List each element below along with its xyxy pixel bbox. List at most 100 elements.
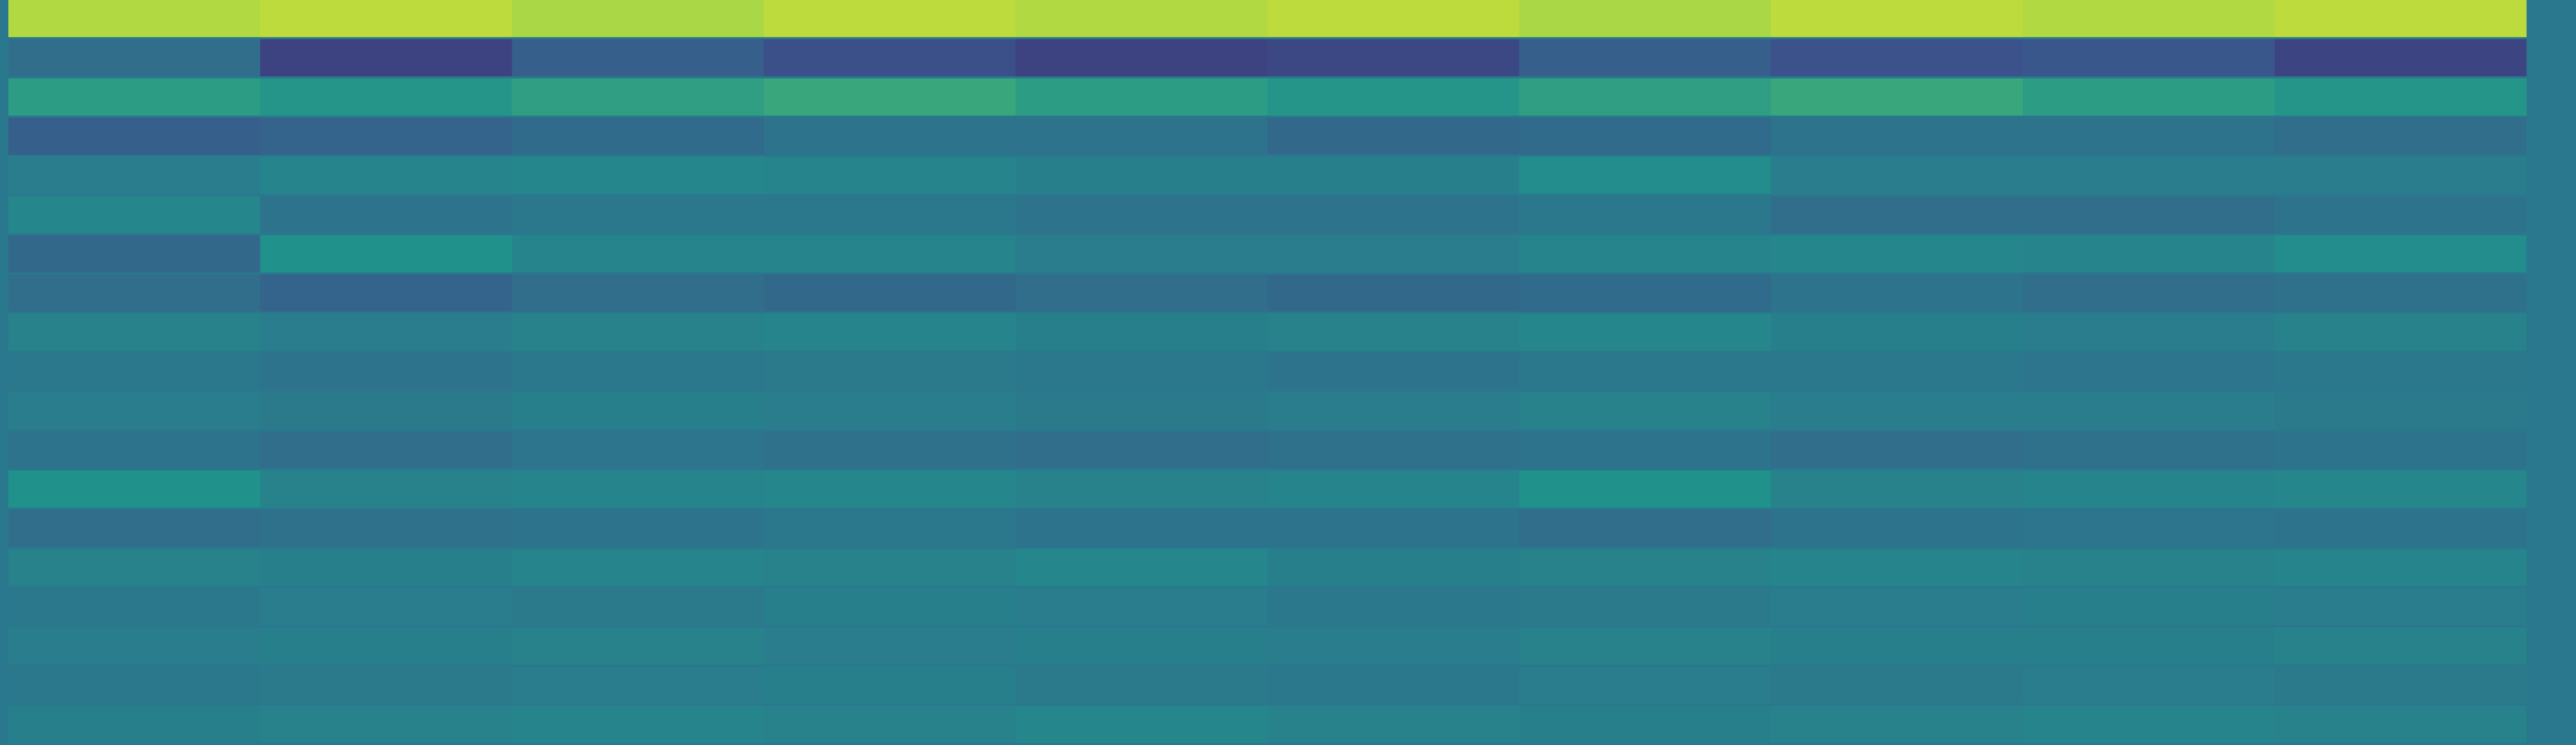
heatmap-cell xyxy=(1267,0,1519,37)
heatmap-cell xyxy=(512,353,764,390)
heatmap-cell xyxy=(2274,157,2527,194)
heatmap-cell xyxy=(2274,235,2527,272)
heatmap-cell xyxy=(8,549,260,586)
heatmap-cell xyxy=(764,196,1016,233)
heatmap-cell xyxy=(1015,471,1268,508)
heatmap-cell xyxy=(512,118,764,155)
heatmap-cell xyxy=(1519,471,1772,508)
heatmap-cell xyxy=(1015,510,1268,547)
heatmap-cell xyxy=(1015,39,1268,76)
heatmap-cell xyxy=(512,627,764,664)
heatmap-cell xyxy=(260,39,513,76)
heatmap-cell xyxy=(2274,39,2527,76)
heatmap-cell xyxy=(260,588,513,625)
heatmap-cell xyxy=(260,353,513,390)
heatmap-cell xyxy=(1519,510,1772,547)
heatmap-cell xyxy=(512,706,764,743)
heatmap-cell xyxy=(2023,471,2275,508)
heatmap-cell xyxy=(8,118,260,155)
heatmap-cell xyxy=(1519,431,1772,468)
heatmap-cell xyxy=(1267,549,1519,586)
heatmap-cell xyxy=(2274,0,2527,37)
heatmap-cell xyxy=(512,471,764,508)
heatmap-cell xyxy=(512,78,764,116)
heatmap-cell xyxy=(1519,588,1772,625)
heatmap-cell xyxy=(1015,0,1268,37)
heatmap-cell xyxy=(764,510,1016,547)
heatmap-cell xyxy=(260,627,513,664)
heatmap-cell xyxy=(512,510,764,547)
heatmap-cell xyxy=(1771,588,2023,625)
heatmap-cell xyxy=(2023,510,2275,547)
heatmap-cell xyxy=(512,0,764,37)
heatmap-cell xyxy=(1771,235,2023,272)
heatmap-cell xyxy=(764,392,1016,429)
heatmap-cell xyxy=(1519,706,1772,743)
heatmap-cell xyxy=(512,235,764,272)
heatmap-cell xyxy=(1519,667,1772,704)
heatmap-cell xyxy=(8,353,260,390)
heatmap-cell xyxy=(2274,549,2527,586)
heatmap-cell xyxy=(1267,157,1519,194)
heatmap-cell xyxy=(1771,471,2023,508)
heatmap-cell xyxy=(1771,549,2023,586)
heatmap-cell xyxy=(1015,392,1268,429)
heatmap-cell xyxy=(2023,157,2275,194)
heatmap-cell xyxy=(2274,118,2527,155)
heatmap-cell xyxy=(260,549,513,586)
heatmap-cell xyxy=(2274,431,2527,468)
heatmap-cell xyxy=(1771,510,2023,547)
heatmap-cell xyxy=(2274,627,2527,664)
heatmap-cell xyxy=(1771,78,2023,116)
heatmap-cell xyxy=(2274,196,2527,233)
heatmap-cell xyxy=(8,627,260,664)
heatmap-cell xyxy=(8,667,260,704)
heatmap-cell xyxy=(1015,314,1268,351)
heatmap-cell xyxy=(512,549,764,586)
heatmap-cell xyxy=(1519,549,1772,586)
heatmap-cell xyxy=(1015,431,1268,468)
heatmap-cell xyxy=(260,667,513,704)
heatmap-cell xyxy=(2023,667,2275,704)
heatmap-cell xyxy=(1519,392,1772,429)
heatmap-cell xyxy=(1519,78,1772,116)
heatmap-cell xyxy=(2023,588,2275,625)
heatmap-cell xyxy=(1519,39,1772,76)
heatmap-cell xyxy=(260,314,513,351)
heatmap-cell xyxy=(2023,549,2275,586)
heatmap-cell xyxy=(1771,314,2023,351)
heatmap-cell xyxy=(8,471,260,508)
heatmap-cell xyxy=(2023,78,2275,116)
heatmap-cell xyxy=(1267,235,1519,272)
heatmap-cell xyxy=(8,706,260,743)
heatmap-cell xyxy=(1519,314,1772,351)
heatmap-cell xyxy=(8,39,260,76)
heatmap-cell xyxy=(260,706,513,743)
heatmap-cell xyxy=(260,118,513,155)
heatmap-cell xyxy=(8,431,260,468)
heatmap-cell xyxy=(260,274,513,312)
heatmap-cell xyxy=(764,353,1016,390)
heatmap-cell xyxy=(8,78,260,116)
heatmap-cell xyxy=(260,157,513,194)
heatmap-cell xyxy=(1015,157,1268,194)
heatmap-cell xyxy=(2274,667,2527,704)
heatmap-cell xyxy=(512,588,764,625)
heatmap-cell xyxy=(764,431,1016,468)
heatmap-cell xyxy=(764,0,1016,37)
heatmap-cell xyxy=(1267,588,1519,625)
heatmap-cell xyxy=(260,431,513,468)
heatmap-cell xyxy=(1519,235,1772,272)
heatmap-cell xyxy=(1519,0,1772,37)
heatmap-cell xyxy=(512,157,764,194)
heatmap-cell xyxy=(260,471,513,508)
heatmap-cell xyxy=(764,118,1016,155)
heatmap-cell xyxy=(2023,196,2275,233)
heatmap-cell xyxy=(1267,314,1519,351)
heatmap-cell xyxy=(1015,549,1268,586)
heatmap-cell xyxy=(1267,392,1519,429)
heatmap-cell xyxy=(1015,196,1268,233)
heatmap-cell xyxy=(1267,353,1519,390)
